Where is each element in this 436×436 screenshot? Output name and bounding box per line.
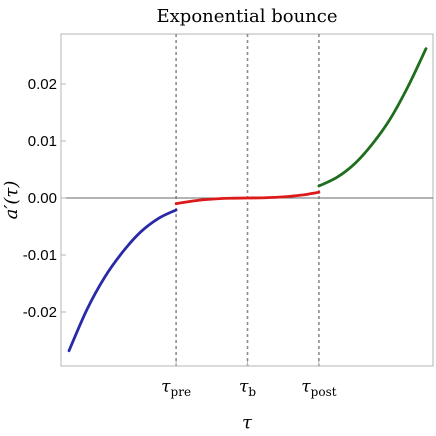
series-line-0 — [67, 208, 178, 353]
series-line-1 — [174, 190, 321, 206]
y-axis-label: a′(τ) — [1, 181, 22, 220]
vertical-markers — [175, 34, 320, 366]
y-ticks: 0.02 0.01 0.00 -0.01 -0.02 — [23, 76, 66, 321]
y-tick-label: -0.02 — [23, 304, 57, 321]
y-tick-label: 0.01 — [28, 133, 57, 150]
y-tick-label: -0.01 — [23, 247, 57, 264]
x-tick-label: τb — [239, 377, 256, 399]
series-layer — [67, 47, 428, 353]
series-line-2 — [317, 47, 428, 188]
x-tick-label: τpre — [161, 377, 191, 399]
x-axis-label: τ — [242, 412, 253, 433]
x-tick-label: τpost — [301, 377, 336, 399]
y-tick-label: 0.02 — [28, 76, 57, 93]
y-tick-label: 0.00 — [28, 190, 57, 207]
x-ticks: τpre τb τpost — [161, 361, 337, 399]
chart-title: Exponential bounce — [157, 6, 338, 27]
